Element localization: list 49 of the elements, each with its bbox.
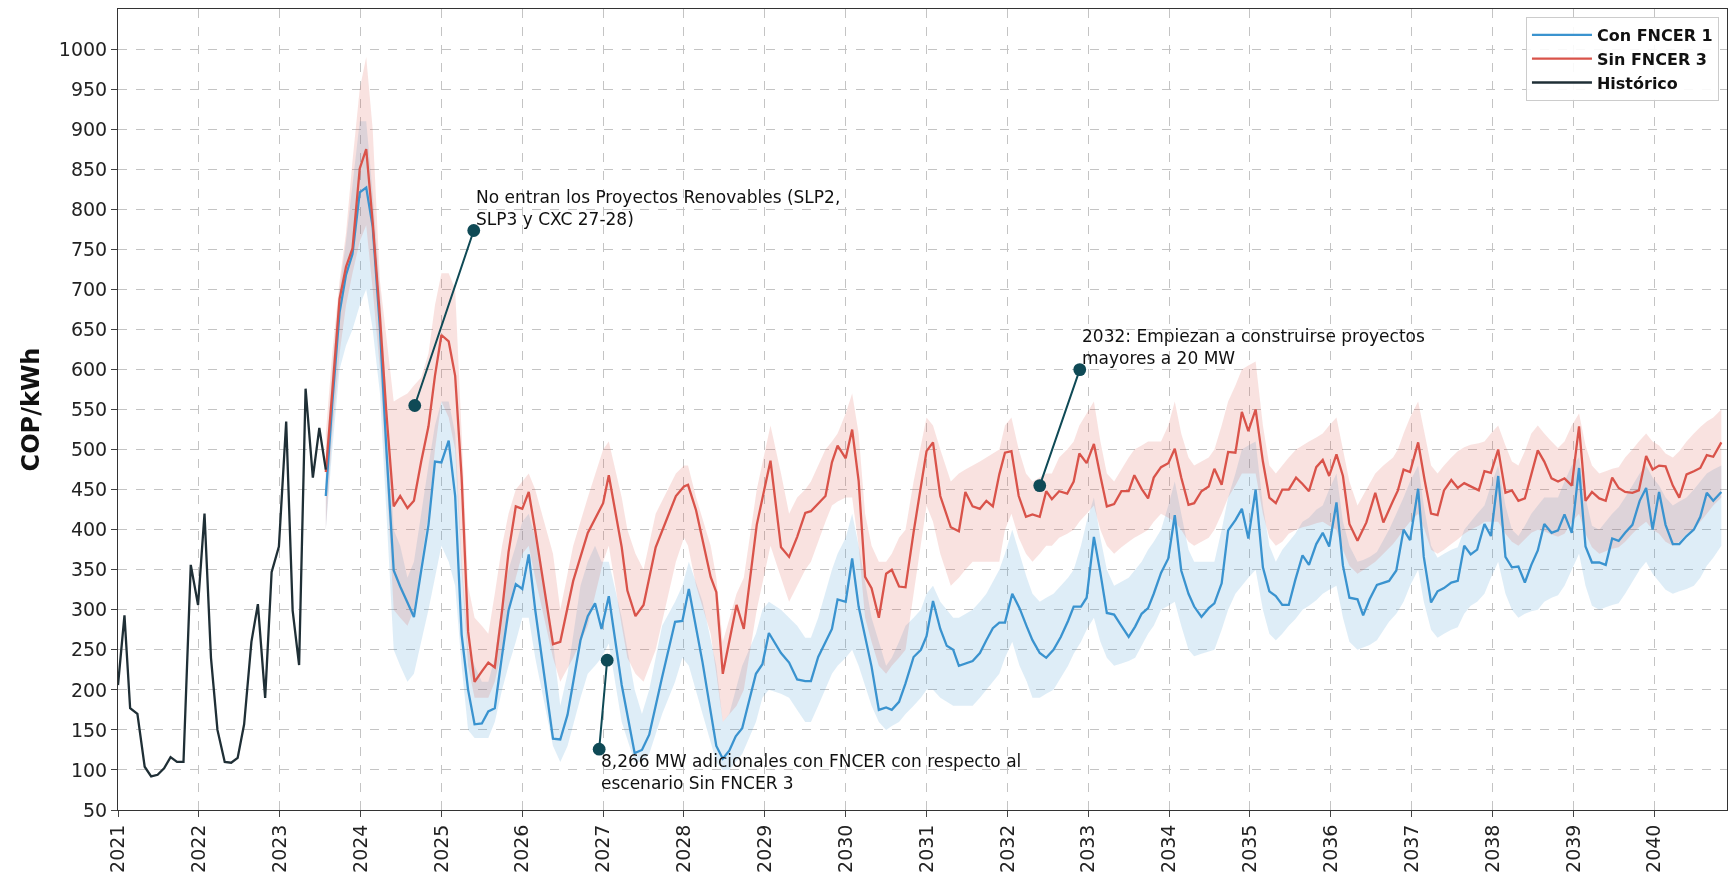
y-tick-label: 650 [70,318,108,341]
y-tick-label: 50 [83,798,108,821]
x-tick-label: 2040 [1642,824,1665,873]
legend-label: Histórico [1596,73,1678,93]
legend-label: Con FNCER 1 [1596,26,1713,46]
y-tick-label: 200 [70,678,108,701]
y-axis-title: COP/kWh [16,347,45,472]
annotation: No entran los Proyectos Renovables (SLP2, SLP3 y CXC 27-28) [476,187,841,230]
y-tick-label: 550 [70,398,108,421]
x-tick-label: 2036 [1318,824,1341,873]
x-tick-label: 2032 [995,824,1018,873]
annotation: 2032: Empiezan a construirse proyectos mayores a 20 MW [1082,326,1425,369]
y-tick-label: 350 [70,558,108,581]
x-tick-label: 2022 [187,824,210,873]
y-tick-label: 600 [70,358,108,381]
x-tick-label: 2034 [1157,824,1180,873]
y-tick-label: 800 [70,197,108,220]
y-tick-label: 1000 [58,37,108,60]
y-tick-label: 300 [70,598,108,621]
x-tick-label: 2030 [833,824,856,873]
x-tick-label: 2024 [348,824,371,873]
line-series [118,387,327,778]
x-tick-label: 2035 [1238,824,1261,873]
y-tick-label: 100 [70,758,108,781]
y-tick-label: 500 [70,438,108,461]
x-tick-label: 2021 [106,824,129,873]
x-tick-label: 2025 [429,824,452,873]
y-tick-label: 250 [70,638,108,661]
x-tick-label: 2028 [672,824,695,873]
x-tick-label: 2033 [1076,824,1099,873]
x-tick-label: 2037 [1399,824,1422,873]
x-tick-label: 2029 [753,824,776,873]
y-tick-label: 850 [70,157,108,180]
y-tick-label: 750 [70,237,108,260]
y-tick-label: 150 [70,718,108,741]
x-tick-label: 2026 [510,824,533,873]
x-tick-label: 2023 [267,824,290,873]
x-tick-label: 2027 [591,824,614,873]
x-tick-label: 2039 [1561,824,1584,873]
x-tick-label: 2031 [914,824,937,873]
y-tick-label: 700 [70,278,108,300]
line-series [324,148,1723,683]
annotation: 8,266 MW adicionales con FNCER con respecto al escenario Sin FNCER 3 [601,751,1022,794]
y-tick-label: 400 [70,518,108,541]
legend-label: Sin FNCER 3 [1596,49,1707,69]
y-tick-label: 950 [70,77,108,100]
x-tick-label: 2038 [1480,824,1503,873]
y-tick-label: 450 [70,478,108,501]
y-tick-label: 900 [70,117,108,140]
